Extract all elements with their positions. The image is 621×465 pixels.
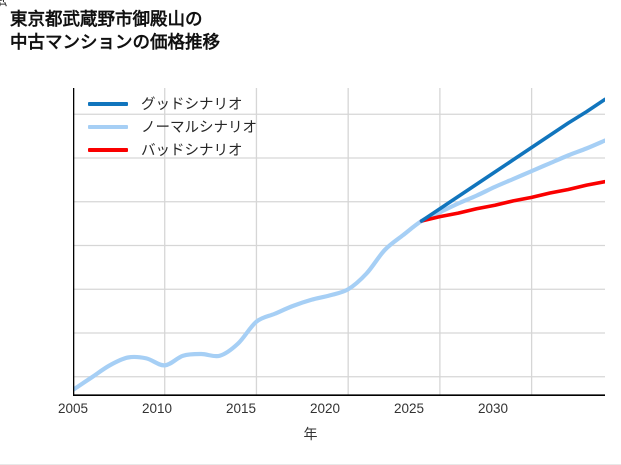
x-tick-label: 2010 bbox=[141, 401, 173, 416]
x-tick-label: 2015 bbox=[225, 401, 257, 416]
legend-swatch-bad bbox=[88, 147, 128, 152]
legend-item-bad[interactable]: バッドシナリオ bbox=[88, 138, 318, 161]
gridlines bbox=[73, 88, 605, 396]
series-line bbox=[419, 97, 605, 223]
plot-area bbox=[73, 88, 605, 396]
legend-label-good: グッドシナリオ bbox=[141, 97, 243, 113]
series-line bbox=[73, 138, 605, 392]
x-tick-label: 2030 bbox=[477, 401, 509, 416]
x-tick-label: 2025 bbox=[393, 401, 425, 416]
x-tick-label: 2020 bbox=[309, 401, 341, 416]
legend-item-good[interactable]: グッドシナリオ bbox=[88, 92, 318, 115]
series-lines bbox=[73, 97, 605, 392]
legend-label-normal: ノーマルシナリオ bbox=[141, 120, 257, 136]
series-line bbox=[419, 179, 605, 223]
x-axis-label: 年 bbox=[303, 426, 318, 442]
y-axis-label: 坪 (3.3㎡) 単価 (万円) bbox=[0, 0, 13, 60]
legend-swatch-good bbox=[88, 101, 128, 106]
legend-swatch-normal bbox=[88, 124, 128, 129]
legend-item-normal[interactable]: ノーマルシナリオ bbox=[88, 115, 318, 138]
chart-legend: グッドシナリオ ノーマルシナリオ バッドシナリオ bbox=[88, 92, 318, 161]
x-tick-label: 2005 bbox=[57, 401, 89, 416]
chart-title: 東京都武蔵野市御殿山の 中古マンションの価格推移 bbox=[10, 9, 220, 53]
legend-label-bad: バッドシナリオ bbox=[141, 143, 243, 159]
